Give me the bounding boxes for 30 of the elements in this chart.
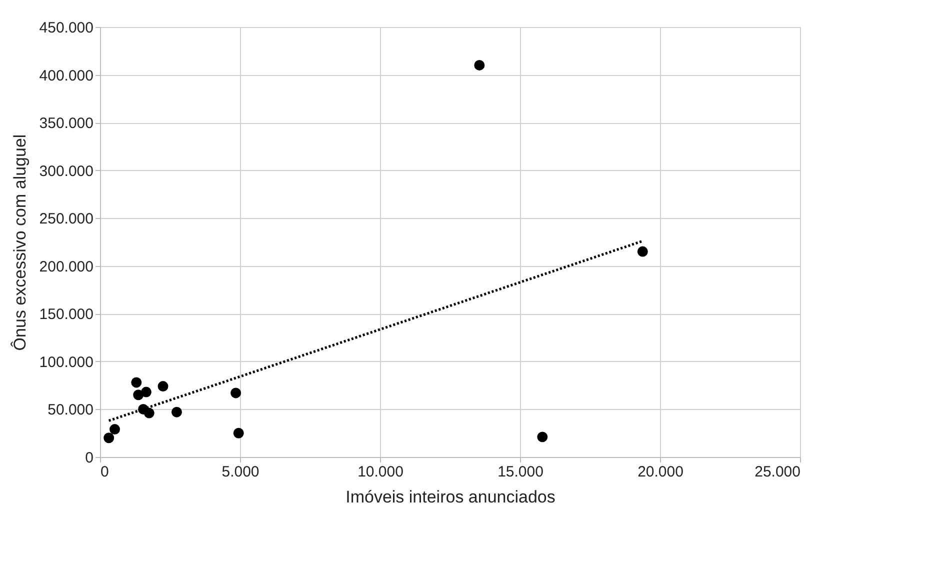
- x-tick-label: 20.000: [638, 464, 684, 480]
- point: [104, 432, 114, 444]
- point: [158, 381, 168, 392]
- point: [110, 424, 120, 435]
- x-tick-label: 25.000: [754, 464, 800, 480]
- x-tick-label: 5.000: [222, 464, 260, 480]
- point: [230, 388, 242, 398]
- y-tick-label: 50.000: [48, 402, 94, 419]
- y-axis-title: Ônus excessivo com aluguel: [10, 134, 30, 351]
- point: [637, 246, 648, 257]
- point: [131, 377, 142, 388]
- point: [140, 386, 152, 398]
- y-tick-label: 0: [85, 450, 94, 466]
- point: [474, 60, 485, 70]
- x-tick-label: 15.000: [498, 464, 544, 480]
- y-tick-label: 350.000: [39, 115, 94, 132]
- x-tick-label: 10.000: [358, 464, 404, 480]
- point: [233, 428, 244, 438]
- y-tick-label: 400.000: [39, 67, 94, 84]
- point: [144, 408, 154, 418]
- y-tick-label: 100.000: [39, 354, 94, 371]
- y-tick-label: 200.000: [39, 258, 94, 276]
- y-tick-label: 300.000: [39, 162, 94, 180]
- y-tick-label: 150.000: [39, 306, 94, 324]
- point: [171, 406, 182, 418]
- y-tick-label: 250.000: [39, 210, 94, 228]
- x-axis-title: Imóveis inteiros anunciados: [346, 488, 556, 506]
- x-tick-label: 0: [100, 464, 109, 480]
- y-tick-label: 450.000: [39, 20, 94, 36]
- point: [537, 432, 548, 442]
